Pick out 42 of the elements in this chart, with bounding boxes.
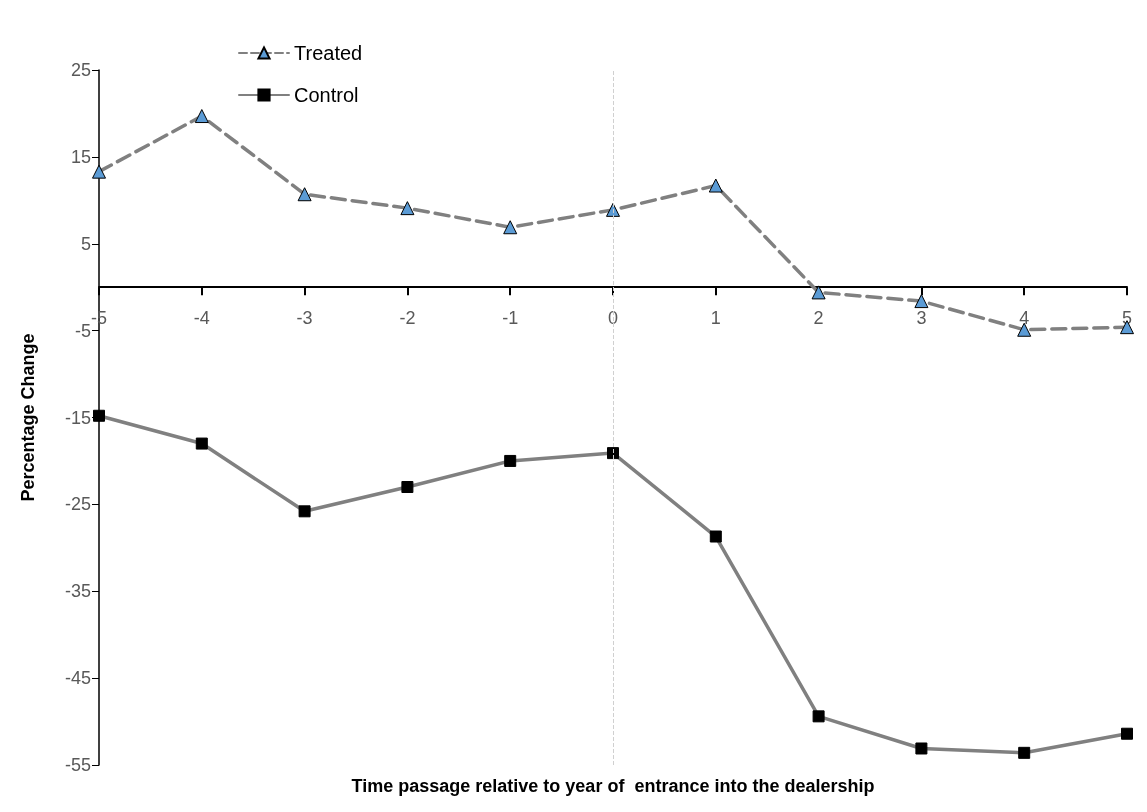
point [400,201,415,216]
x-tick-label: -4 [193,308,210,329]
point [1017,322,1032,337]
point [194,109,209,124]
x-tick-label: 3 [916,308,927,329]
point [812,710,825,723]
point [504,454,517,467]
point [708,178,723,193]
y-tick-label: 25 [70,60,91,80]
y-tick-label: 5 [80,233,91,254]
x-tick-label: 4 [1019,308,1030,329]
point [93,409,105,422]
point [915,742,928,755]
x-tick-label: -3 [296,308,313,329]
x-tick-label: -2 [399,308,416,329]
point [914,294,929,309]
point [297,187,312,202]
y-axis-title: Percentage Change [18,333,38,502]
x-tick-label: 2 [813,308,824,329]
y-tick-label: -55 [64,755,91,775]
point [1121,727,1133,740]
y-tick-label: -35 [64,581,91,602]
point [811,285,826,300]
point [92,164,106,179]
point [607,447,619,460]
legend-label: Treated [294,42,363,64]
legend-label: Control [294,84,359,106]
point [195,437,208,450]
y-tick-label: 15 [70,146,91,167]
y-tick-label: -45 [64,668,91,689]
y-tick-label: -15 [64,407,91,428]
point [1018,746,1031,759]
point [503,220,518,235]
x-tick-label: 5 [1121,308,1133,329]
x-tick-label: -1 [502,308,519,329]
x-tick-label: 1 [710,308,721,329]
x-axis-title: Time passage relative to year of entrance into the dealership [351,776,875,796]
point [709,530,722,543]
y-tick-label: -25 [64,494,91,515]
point [298,505,311,518]
x-tick-label: 0 [607,308,619,329]
point [401,481,414,493]
